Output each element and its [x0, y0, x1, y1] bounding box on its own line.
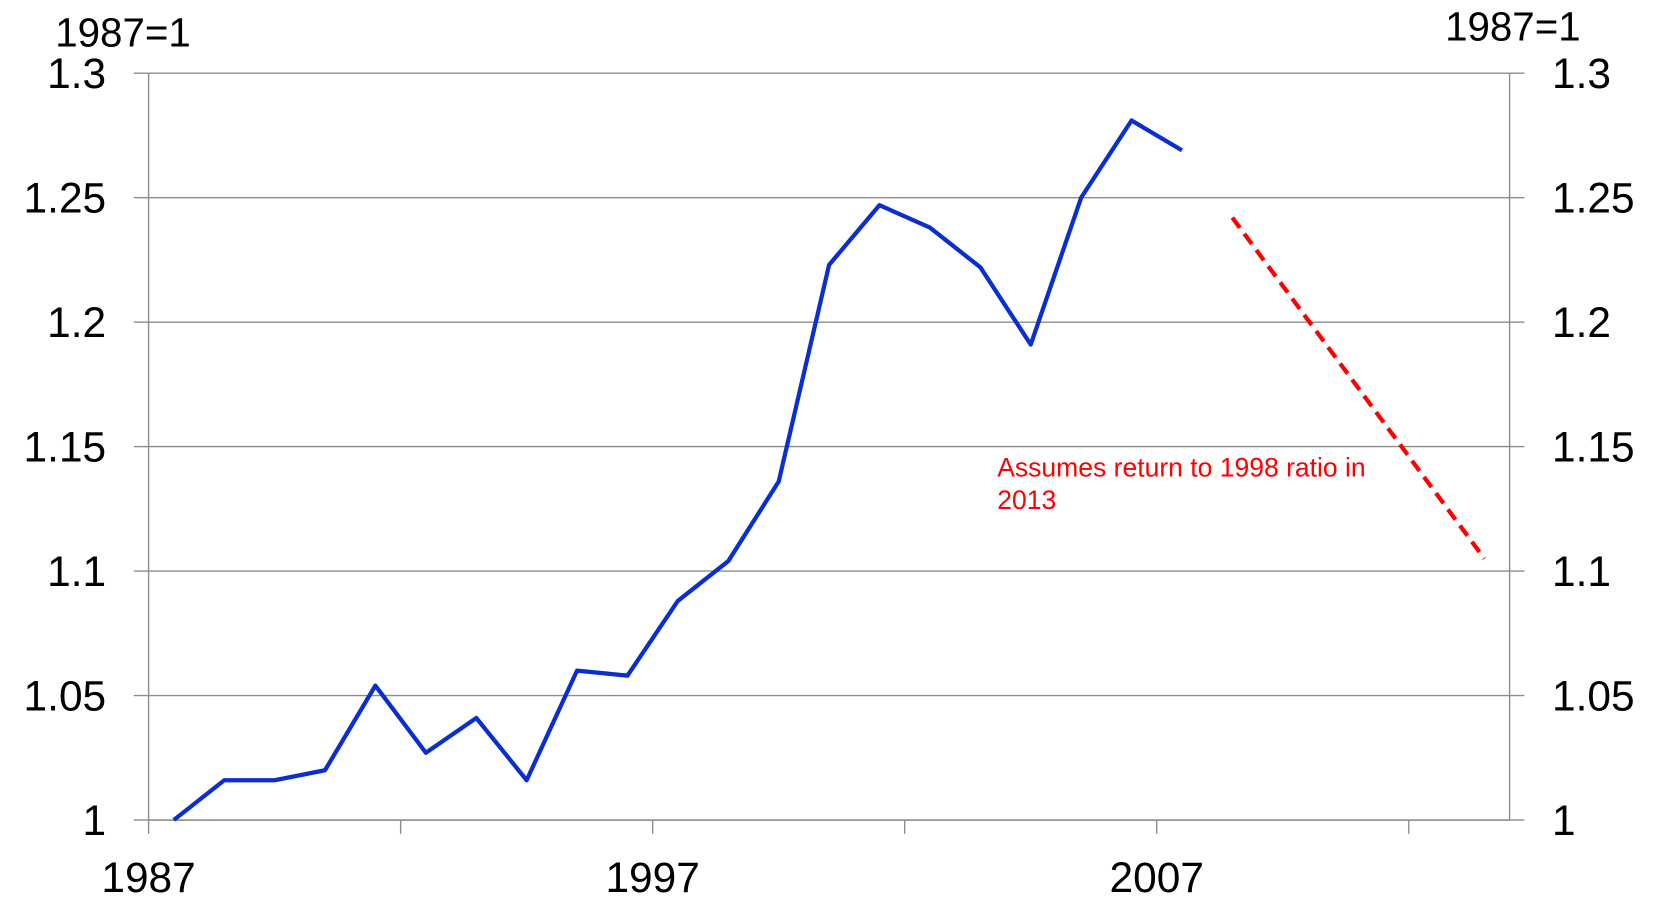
series-line [172, 118, 1183, 822]
y2-tick-label: 1.3 [1552, 50, 1611, 97]
series-line [1230, 216, 1487, 560]
y-tick-label: 1.1 [47, 548, 106, 595]
annotation: 2013 [997, 485, 1056, 515]
y-axis-title: 1987=1 [55, 11, 191, 56]
y2-tick-label: 1.1 [1552, 548, 1611, 595]
y2-tick-label: 1.15 [1552, 423, 1635, 470]
y-tick-label: 1.05 [24, 672, 107, 719]
y-tick-label: 1.2 [47, 299, 106, 346]
y-tick-label: 1.3 [47, 50, 106, 97]
y2-tick-label: 1.2 [1552, 299, 1611, 346]
y2-tick-label: 1 [1552, 797, 1576, 844]
y2-axis-title: 1987=1 [1445, 4, 1581, 49]
y2-tick-label: 1.05 [1552, 672, 1635, 719]
x-tick-label: 2007 [1110, 854, 1204, 901]
x-tick-label: 1997 [605, 854, 699, 901]
y2-tick-label: 1.25 [1552, 175, 1635, 222]
x-tick-label: 1987 [101, 854, 195, 901]
annotation: Assumes return to 1998 ratio in [997, 452, 1365, 482]
y-tick-label: 1 [83, 797, 107, 844]
y-tick-label: 1.25 [24, 175, 107, 222]
y-tick-label: 1.15 [24, 423, 107, 470]
